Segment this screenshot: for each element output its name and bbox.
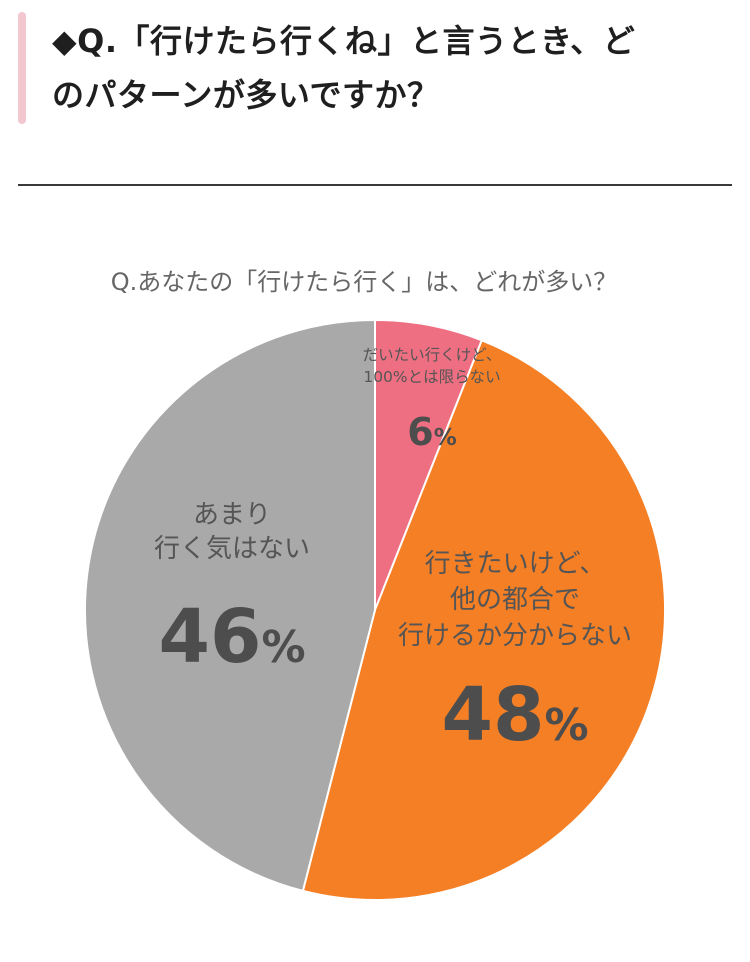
slice-2-label-line-1: 行きたいけど、 [425, 549, 606, 579]
pie-chart: Q.あなたの「行けたら行く」は、どれが多い？ だいたい行くけど、 100%とは限ら… [0, 240, 750, 950]
slice-1-label-line-2: 100%とは限らない [363, 368, 500, 386]
slice-1-value-label: 6% [407, 410, 457, 454]
slice-3-value-label: 46% [158, 594, 305, 680]
diamond-marker-icon: ◆ [52, 22, 78, 60]
question-heading: ◆Q.「行けたら行くね」と言うとき、どのパターンが多いですか？ [18, 12, 733, 124]
question-title-line-1: Q.「行けたら行くね」と言うとき、ど [77, 22, 636, 60]
pie-labels: だいたい行くけど、 100%とは限らない 6% 行きたいけど、他の都合で行けるか分から… [154, 346, 632, 758]
pie-chart-svg: Q.あなたの「行けたら行く」は、どれが多い？ だいたい行くけど、 100%とは限ら… [84, 268, 666, 902]
slice-1-label-line-1: だいたい行くけど、 [363, 346, 502, 364]
slice-3-label-line-1: あまり [193, 500, 271, 530]
section-divider [18, 184, 732, 186]
chart-title: Q.あなたの「行けたら行く」は、どれが多い？ [111, 268, 618, 296]
slice-2-value-label: 48% [441, 672, 588, 758]
slice-3-label-line-2: 行く気はない [154, 534, 310, 564]
question-title: ◆Q.「行けたら行くね」と言うとき、どのパターンが多いですか？ [52, 14, 732, 122]
slice-2-label-line-3: 行けるか分からない [398, 621, 632, 651]
question-title-line-2: のパターンが多いですか？ [52, 76, 440, 114]
pie-slice-3 [84, 318, 376, 893]
pie-slice-2 [301, 339, 666, 902]
heading-accent-bar [18, 12, 26, 124]
pie-slices [84, 318, 666, 902]
slice-2-label-line-2: 他の都合で [450, 585, 580, 615]
